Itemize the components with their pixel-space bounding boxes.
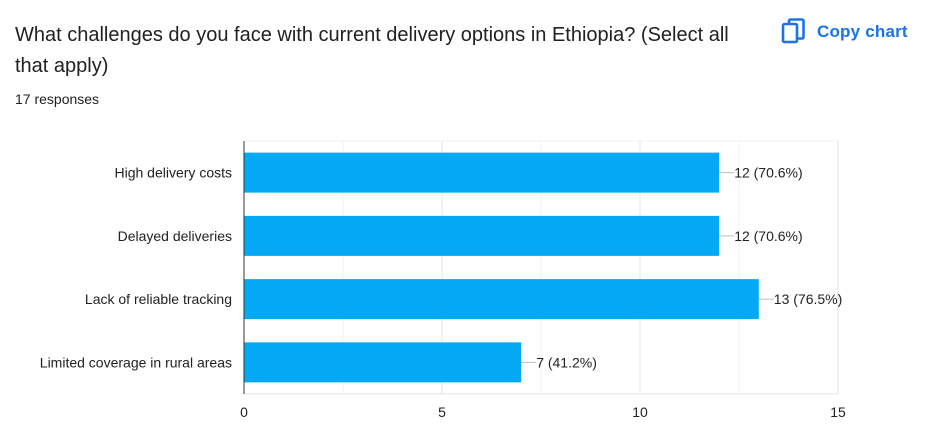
bar[interactable] <box>244 152 720 193</box>
x-tick-label: 15 <box>830 404 846 420</box>
category-label: High delivery costs <box>115 165 233 181</box>
data-label: 12 (70.6%) <box>734 165 802 181</box>
category-label: Limited coverage in rural areas <box>40 354 232 370</box>
data-label: 13 (76.5%) <box>774 291 842 307</box>
x-tick-label: 0 <box>240 404 248 420</box>
bars <box>243 141 759 394</box>
bar[interactable] <box>244 215 720 256</box>
chart-title: What challenges do you face with current… <box>15 24 729 77</box>
category-label: Lack of reliable tracking <box>85 291 232 307</box>
category-label: Delayed deliveries <box>118 228 232 244</box>
bar[interactable] <box>244 279 759 320</box>
x-tick-label: 10 <box>632 404 648 420</box>
data-label: 12 (70.6%) <box>734 228 802 244</box>
x-tick-label: 5 <box>438 404 446 420</box>
bar[interactable] <box>244 342 522 383</box>
copy-icon <box>781 18 807 46</box>
copy-chart-label: Copy chart <box>817 22 908 41</box>
copy-chart-button[interactable]: Copy chart <box>775 14 914 50</box>
labels: 0 5 10 15 12 (70.6%) High delivery costs 12 (7… <box>40 165 846 420</box>
data-label: 7 (41.2%) <box>536 354 597 370</box>
response-count: 17 responses <box>15 91 100 107</box>
